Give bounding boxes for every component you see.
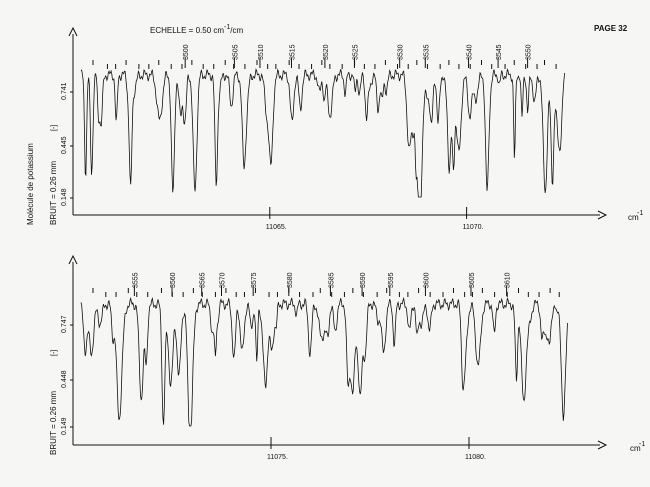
line-number-label: 3540 — [467, 44, 474, 60]
y-tick-label: 0.747 — [61, 315, 68, 333]
line-number-label: 3610 — [505, 272, 512, 288]
x-axis-arrow — [597, 440, 608, 450]
y-unit-marker: [-] — [51, 350, 58, 356]
line-number-label: 3545 — [496, 44, 503, 60]
y-tick-label: 0.148 — [61, 188, 68, 206]
line-number-label: 3510 — [258, 44, 265, 60]
noise-label: BRUIT = 0.26 mm — [49, 161, 58, 225]
x-unit-label: cm — [628, 213, 639, 222]
spectrum-trace — [80, 68, 566, 198]
scale-label: ECHELLE = 0.50 cm-1/cm — [150, 24, 244, 35]
page-number: PAGE 32 — [594, 24, 628, 33]
line-number-label: 3595 — [388, 272, 395, 288]
y-tick-label: 0.741 — [61, 82, 68, 100]
y-tick-label: 0.149 — [61, 417, 68, 435]
line-number-label: 3575 — [251, 272, 258, 288]
top-spectrum-panel: 0.741 0.445 0.148 [-] BRUIT = 0.26 mm 11065. 1… — [49, 26, 643, 231]
line-number-label: 3525 — [352, 44, 359, 60]
x-unit-exponent: -1 — [639, 441, 645, 448]
line-number-label: 3505 — [232, 44, 239, 60]
x-tick-label: 11065. — [266, 224, 287, 231]
line-number-label: 3570 — [220, 272, 227, 288]
x-tick-label: 11070. — [463, 224, 484, 231]
y-axis-arrow — [68, 26, 78, 37]
line-number-label: 3515 — [289, 44, 296, 60]
molecule-label: Molécule de potassium — [26, 143, 35, 225]
y-tick-label: 0.445 — [61, 136, 68, 154]
line-number-label: 3550 — [526, 44, 533, 60]
x-unit-label: cm — [630, 444, 641, 453]
bottom-spectrum-panel: 0.747 0.448 0.149 [-] BRUIT = 0.26 mm 11075. 1… — [49, 254, 645, 461]
line-number-label: 3580 — [287, 272, 294, 288]
y-unit-marker: [-] — [51, 125, 58, 131]
y-tick-label: 0.448 — [61, 370, 68, 388]
x-tick-label: 11080. — [465, 454, 486, 461]
line-number-label: 3585 — [328, 272, 335, 288]
y-axis-arrow — [68, 254, 78, 265]
line-number-label: 3500 — [183, 44, 190, 60]
line-number-label: 3600 — [423, 272, 430, 288]
line-number-label: 3520 — [323, 44, 330, 60]
line-number-label: 3555 — [132, 272, 139, 288]
line-number-label: 3605 — [469, 272, 476, 288]
x-tick-label: 11075. — [267, 454, 288, 461]
line-number-label: 3590 — [360, 272, 367, 288]
line-number-label: 3535 — [423, 44, 430, 60]
line-number-label: 3560 — [170, 272, 177, 288]
x-unit-exponent: -1 — [637, 210, 643, 217]
line-number-label: 3530 — [398, 44, 405, 60]
spectrum-trace — [80, 296, 568, 427]
x-axis-arrow — [597, 210, 608, 220]
noise-label: BRUIT = 0.26 mm — [49, 391, 58, 455]
line-number-label: 3565 — [200, 272, 207, 288]
